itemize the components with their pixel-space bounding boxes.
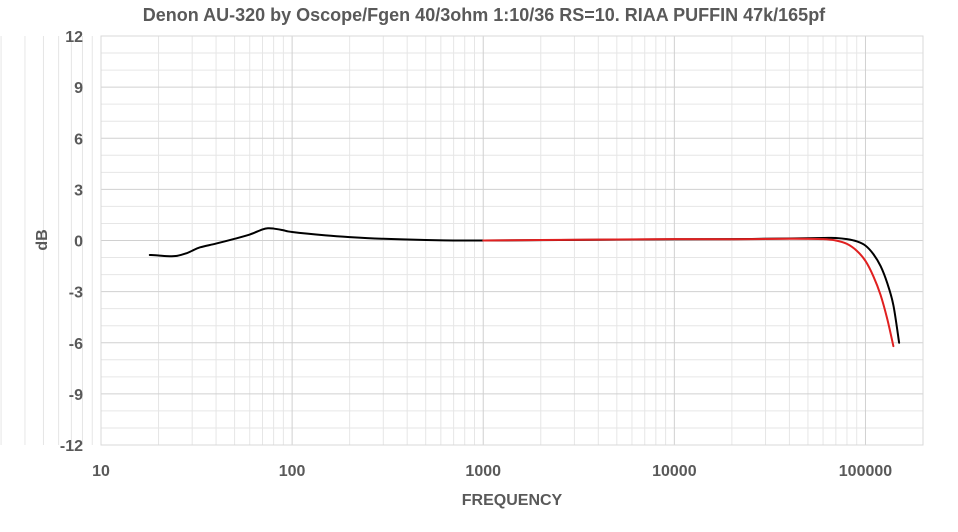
y-tick-label: -9 <box>69 387 83 404</box>
x-tick-label: 10 <box>92 463 110 480</box>
x-axis-tick-labels: 10 100 1000 10000 100000 <box>92 463 892 480</box>
y-tick-label: -6 <box>69 336 83 353</box>
chart-title: Denon AU-320 by Oscope/Fgen 40/3ohm 1:10… <box>143 5 826 25</box>
x-tick-label: 100 <box>279 463 306 480</box>
y-tick-label: 12 <box>65 29 83 46</box>
y-tick-label: 0 <box>74 234 83 251</box>
y-tick-label: -12 <box>60 438 83 455</box>
y-tick-label: 9 <box>74 80 83 97</box>
x-axis-title: FREQUENCY <box>462 492 563 509</box>
series-layer <box>148 227 901 348</box>
series-line-2 <box>482 237 895 348</box>
y-tick-label: 6 <box>74 131 83 148</box>
y-tick-label: 3 <box>74 182 83 199</box>
y-axis-tick-labels: 12 9 6 3 0 -3 -6 -9 -12 <box>60 29 83 455</box>
x-tick-label: 10000 <box>652 463 697 480</box>
x-tick-label: 100000 <box>839 463 892 480</box>
series-line-1 <box>148 227 901 344</box>
y-axis-title: dB <box>34 229 51 250</box>
plot-area <box>100 35 924 446</box>
x-tick-label: 1000 <box>465 463 501 480</box>
y-tick-label: -3 <box>69 285 83 302</box>
